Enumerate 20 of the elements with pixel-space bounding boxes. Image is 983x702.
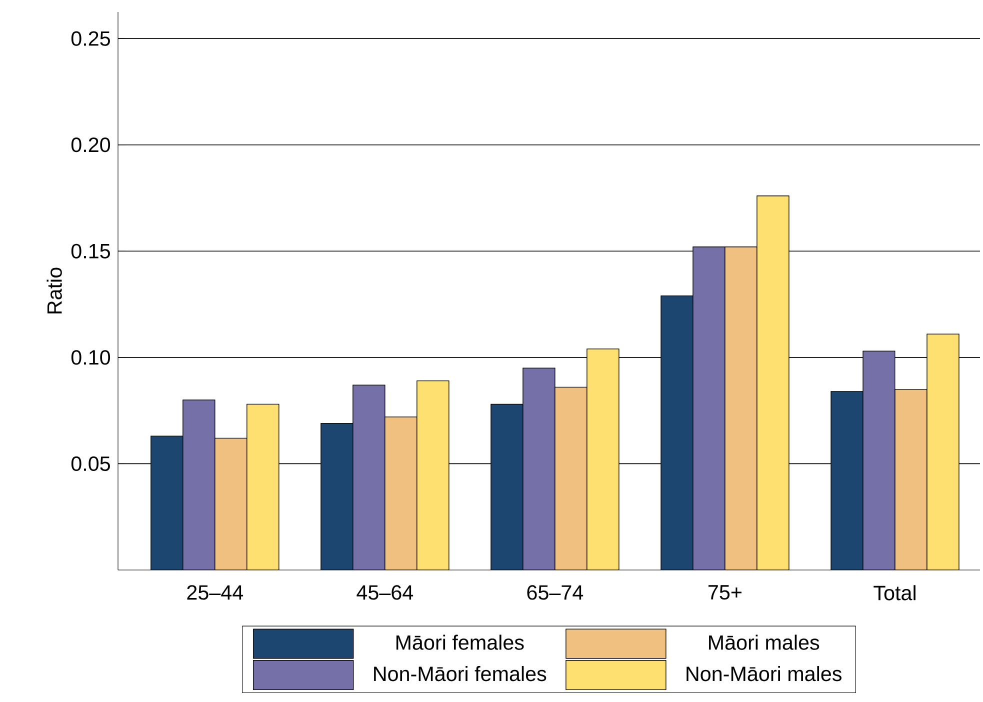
legend-label: Non-Māori males [686, 666, 842, 682]
legend-label: Non-Māori females [374, 666, 546, 682]
bar [150, 436, 184, 570]
legend-label: Māori males [709, 634, 820, 650]
x-tick-label: 25–44 [187, 585, 244, 600]
y-tick-label: 0.10 [71, 350, 110, 365]
x-tick-label: 65–74 [527, 585, 584, 600]
bar [660, 295, 694, 570]
x-tick-label: Total [874, 585, 916, 600]
y-tick-label: 0.20 [71, 138, 110, 152]
x-tick-label: 75+ [708, 585, 742, 600]
bar [320, 422, 354, 570]
bar [830, 391, 864, 570]
x-tick-label: 45–64 [356, 585, 414, 600]
y-tick-label: 0.15 [71, 244, 110, 258]
bar [490, 404, 524, 570]
y-tick-label: 0.25 [71, 31, 110, 46]
legend-label: Māori females [396, 634, 524, 650]
y-tick-label: 0.05 [71, 456, 110, 472]
y-axis-title: Ratio [46, 268, 62, 314]
